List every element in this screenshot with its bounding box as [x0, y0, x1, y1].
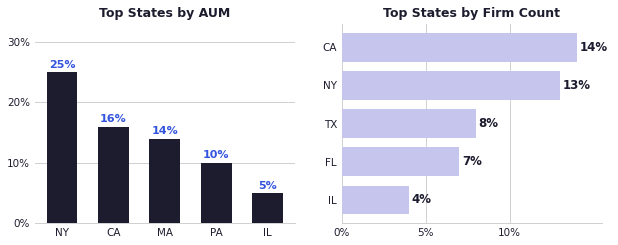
Text: 16%: 16% — [100, 114, 127, 124]
Text: 14%: 14% — [151, 126, 178, 136]
Text: 7%: 7% — [462, 155, 481, 168]
Bar — [98, 127, 129, 223]
Title: Top States by AUM: Top States by AUM — [99, 7, 231, 20]
Bar — [342, 33, 577, 61]
Text: 25%: 25% — [49, 60, 75, 70]
Text: 5%: 5% — [258, 181, 277, 191]
Bar — [342, 109, 476, 138]
Bar — [342, 185, 409, 214]
Bar — [150, 139, 180, 223]
Bar — [252, 193, 283, 223]
Text: 4%: 4% — [412, 193, 431, 206]
Bar — [342, 147, 459, 176]
Title: Top States by Firm Count: Top States by Firm Count — [383, 7, 561, 20]
Bar — [46, 72, 77, 223]
Text: 8%: 8% — [478, 117, 499, 130]
Text: 10%: 10% — [203, 150, 229, 160]
Bar — [342, 71, 560, 100]
Text: 13%: 13% — [562, 79, 590, 92]
Text: 14%: 14% — [579, 41, 607, 54]
Bar — [201, 163, 232, 223]
